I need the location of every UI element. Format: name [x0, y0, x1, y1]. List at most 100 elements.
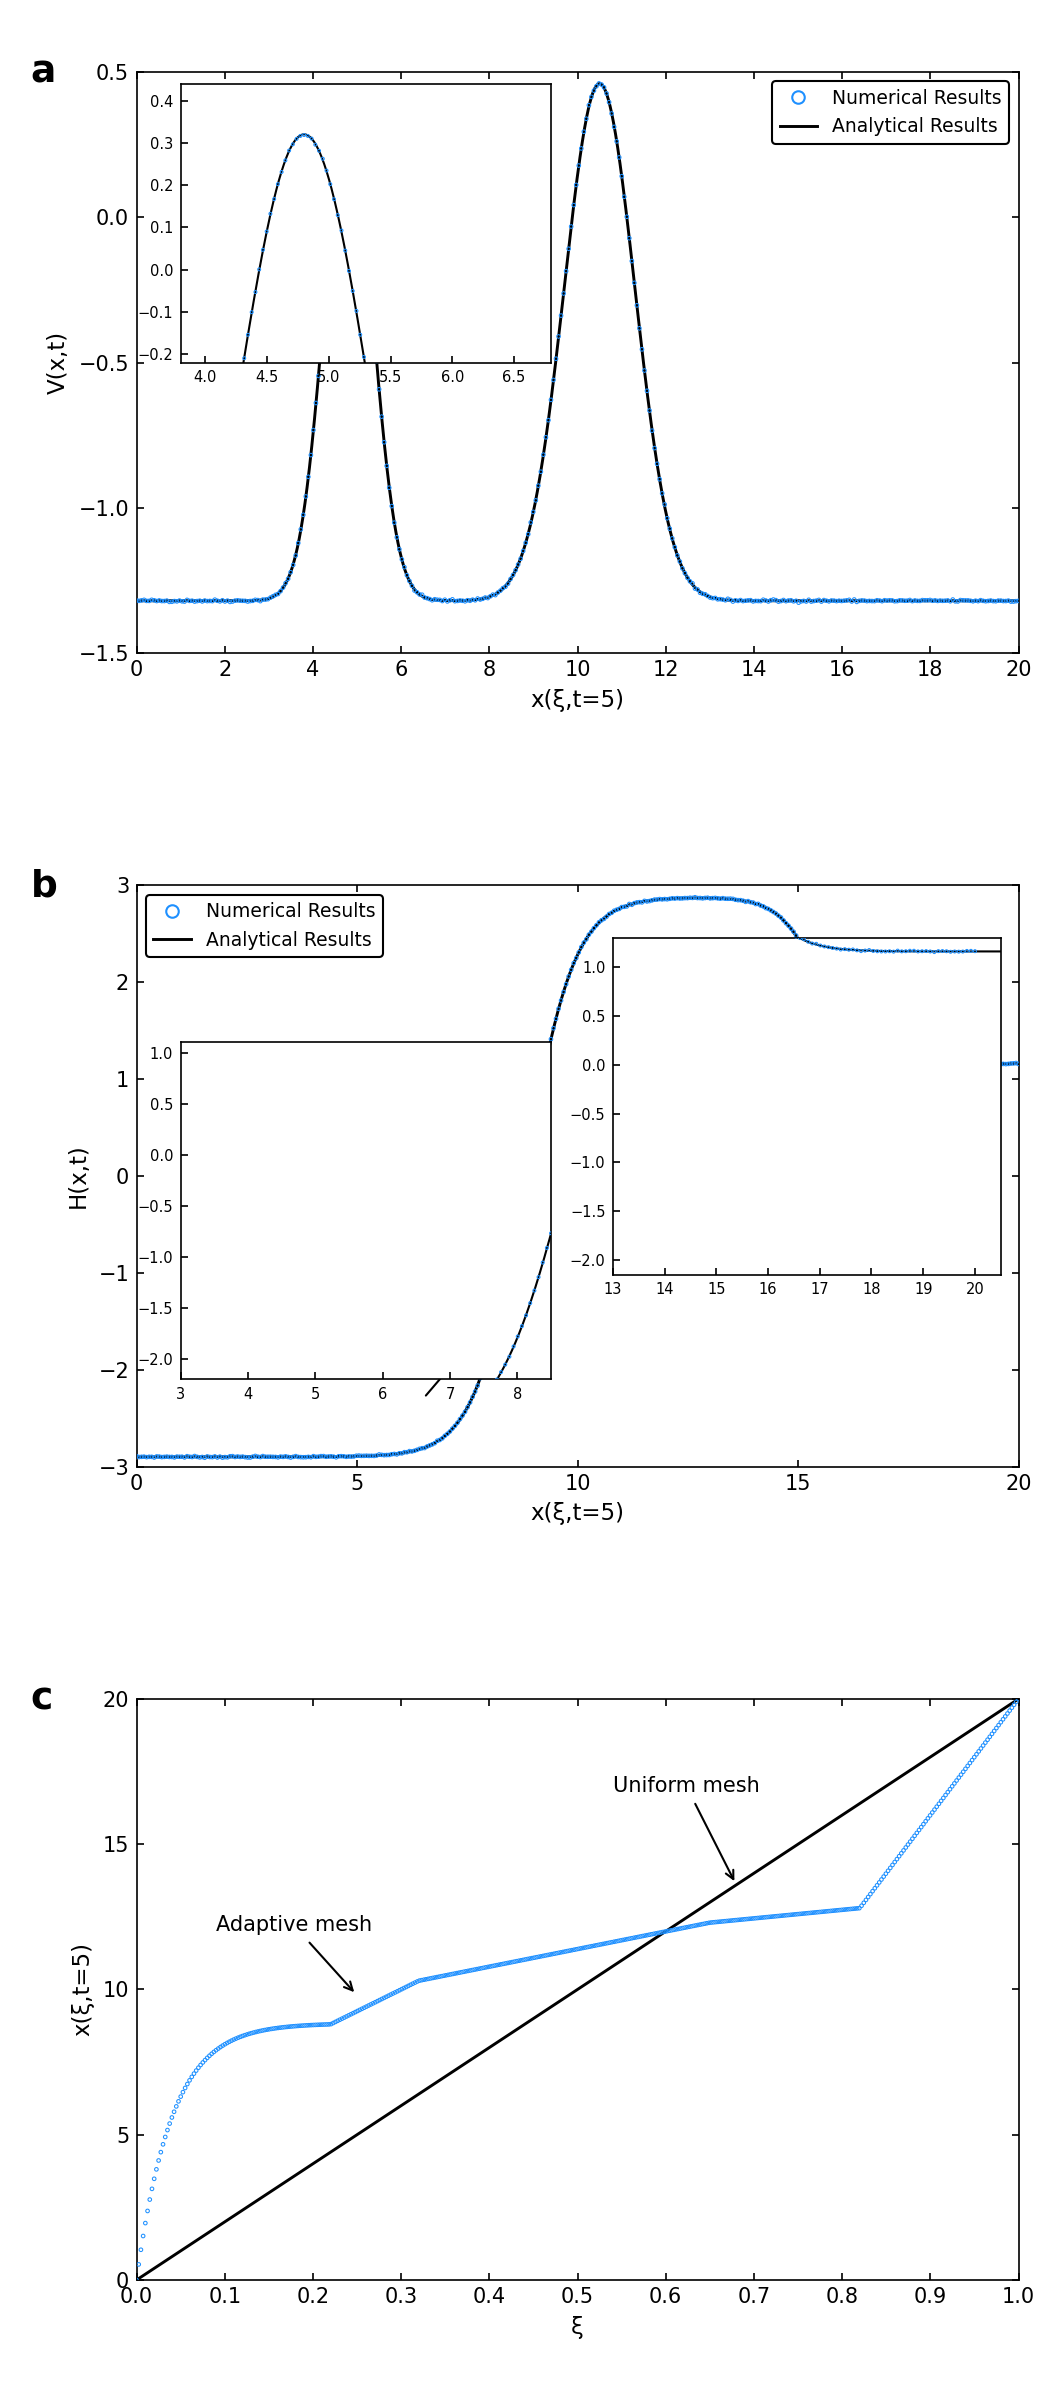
Point [685, 564, 701, 602]
Point [416, 578, 433, 617]
Point [1003, 583, 1020, 622]
Point [252, 2011, 269, 2050]
Point [874, 1037, 890, 1075]
Point [788, 581, 804, 619]
Point [416, 1961, 433, 1999]
Point [518, 1152, 534, 1190]
Point [505, 557, 522, 595]
Point [621, 1920, 637, 1958]
Point [646, 881, 663, 919]
Point [720, 1901, 737, 1939]
Point [257, 581, 274, 619]
Point [954, 1752, 971, 1790]
Point [937, 1044, 953, 1082]
Point [530, 1080, 547, 1118]
Point [141, 581, 158, 619]
Point [924, 581, 941, 619]
Point [846, 581, 863, 619]
Point [952, 1754, 969, 1793]
Point [139, 581, 155, 619]
Point [854, 581, 870, 619]
Point [957, 581, 973, 619]
Point [859, 581, 876, 619]
Point [406, 1430, 423, 1469]
Point [159, 1438, 175, 1476]
Point [701, 578, 718, 617]
Point [532, 1068, 549, 1106]
Point [606, 890, 623, 929]
Point [514, 1166, 531, 1205]
Point [219, 581, 236, 619]
Point [394, 1970, 411, 2009]
Point [133, 581, 150, 619]
Point [334, 1999, 351, 2038]
Point [944, 1766, 961, 1805]
Point [477, 1344, 493, 1382]
Point [752, 886, 769, 924]
Point [153, 581, 170, 619]
Point [636, 1918, 653, 1956]
Point [352, 1990, 369, 2028]
Point [656, 1913, 673, 1951]
Point [300, 2006, 317, 2045]
Point [811, 958, 827, 996]
Point [792, 1894, 809, 1932]
Point [611, 890, 628, 929]
Point [448, 1954, 465, 1992]
Point [155, 581, 172, 619]
Y-axis label: V(x,t): V(x,t) [47, 331, 70, 394]
Point [159, 581, 175, 619]
Point [950, 1759, 967, 1798]
Point [768, 581, 784, 619]
Point [164, 2098, 181, 2136]
Point [210, 2030, 227, 2069]
Point [768, 895, 784, 934]
Point [881, 581, 898, 619]
Point [419, 1428, 436, 1466]
Point [908, 1814, 925, 1853]
Point [178, 1438, 195, 1476]
Point [679, 878, 696, 917]
Point [732, 881, 749, 919]
Point [520, 1135, 537, 1174]
Point [408, 574, 425, 612]
Point [581, 86, 597, 125]
Point [437, 1416, 454, 1454]
Point [400, 1966, 417, 2004]
Point [446, 581, 463, 619]
Point [247, 581, 264, 619]
Point [254, 2011, 271, 2050]
Point [606, 108, 623, 146]
Point [272, 1438, 289, 1476]
Point [408, 1430, 425, 1469]
Point [692, 878, 709, 917]
Point [630, 1918, 647, 1956]
Point [566, 1930, 583, 1968]
Point [909, 1044, 926, 1082]
Point [915, 581, 931, 619]
Point [444, 1954, 461, 1992]
Point [912, 1807, 929, 1846]
Point [868, 581, 885, 619]
Point [786, 1896, 803, 1934]
Point [168, 2088, 185, 2126]
Point [578, 919, 594, 958]
Point [257, 1438, 274, 1476]
Point [242, 581, 258, 619]
Point [464, 1951, 481, 1990]
Point [470, 1949, 487, 1987]
Point [421, 581, 438, 619]
Point [232, 581, 249, 619]
Point [543, 382, 560, 420]
Point [133, 1438, 150, 1476]
Point [927, 1044, 944, 1082]
Point [262, 2009, 279, 2047]
Point [373, 398, 390, 437]
Point [873, 1860, 889, 1898]
Point [638, 883, 655, 922]
Point [365, 1438, 382, 1476]
Point [441, 581, 458, 619]
Point [686, 1906, 702, 1944]
Point [558, 965, 574, 1003]
Point [308, 2006, 324, 2045]
